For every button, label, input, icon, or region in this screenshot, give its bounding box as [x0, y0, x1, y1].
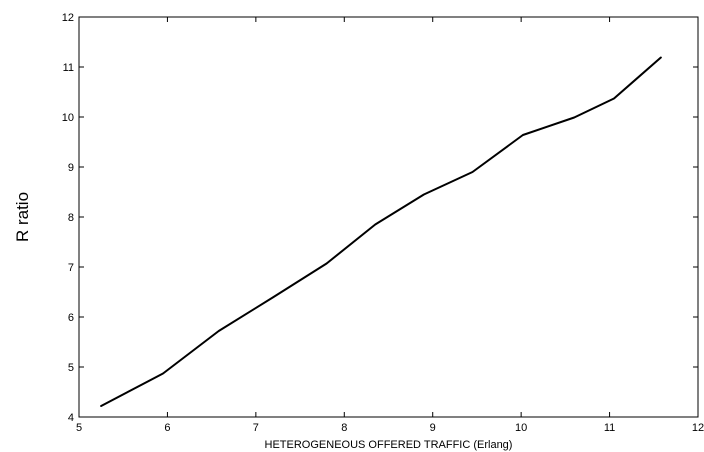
y-tick-label: 6: [68, 312, 74, 324]
y-tick-label: 8: [68, 212, 74, 224]
series-layer: [100, 56, 662, 407]
series-line-1: [100, 56, 662, 407]
x-tick-label: 5: [76, 422, 82, 434]
y-tick-label: 12: [62, 12, 74, 24]
x-tick-label: 10: [515, 422, 527, 434]
x-tick-label: 6: [164, 422, 170, 434]
y-tick-label: 10: [62, 112, 74, 124]
y-tick-label: 4: [68, 412, 74, 424]
x-tick-label: 9: [430, 422, 436, 434]
x-tick-label: 12: [692, 422, 704, 434]
x-tick-label: 7: [253, 422, 259, 434]
x-tick-label: 11: [604, 422, 615, 434]
x-axis-ticks: 5 6 7 8 9 10 11 12: [76, 17, 704, 434]
x-axis-label: HETEROGENEOUS OFFERED TRAFFIC (Erlang): [265, 439, 513, 451]
y-axis-label: R ratio: [13, 192, 32, 242]
y-tick-label: 5: [68, 362, 74, 374]
y-tick-label: 11: [63, 62, 74, 74]
x-tick-label: 8: [341, 422, 347, 434]
y-axis-ticks: 4 5 6 7 8 9 10 11 12: [62, 12, 698, 424]
y-tick-label: 7: [68, 262, 74, 274]
y-tick-label: 9: [68, 162, 74, 174]
